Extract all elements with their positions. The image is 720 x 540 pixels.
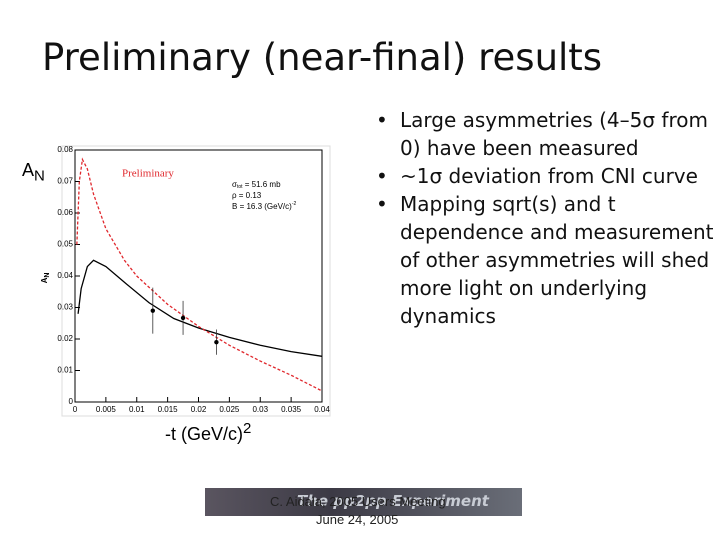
x-tick-label: 0	[73, 405, 78, 414]
curve	[76, 157, 323, 392]
label-sub: N	[44, 273, 51, 278]
y-tick-label: 0.08	[57, 145, 73, 154]
annotation: σtot = 51.6 mb	[232, 180, 281, 190]
y-tick-label: 0.06	[57, 208, 73, 217]
bullet: ~1σ deviation from CNI curve	[376, 162, 715, 190]
bullet: Large asymmetries (4–5σ from 0) have bee…	[376, 106, 715, 162]
x-tick-label: 0.005	[96, 405, 117, 414]
annotation-sub: tot	[237, 184, 243, 190]
x-tick-label: 0.02	[191, 405, 207, 414]
data-point	[214, 339, 219, 345]
footer-author: C. Aidala, 2005 Users Meeting	[270, 494, 446, 509]
label-main: A	[40, 277, 49, 283]
label-sup: 2	[243, 420, 252, 437]
annotation-symbol: σ	[232, 180, 237, 189]
x-tick-label: 0.035	[281, 405, 302, 414]
x-tick-label: 0.01	[129, 405, 145, 414]
axis-label: AN	[40, 273, 51, 284]
data-point	[180, 315, 186, 321]
plot-frame	[61, 145, 331, 417]
annotation-symbol: ρ	[232, 191, 237, 200]
footer-banner: The pp2pp Experiment	[205, 488, 522, 516]
x-tick-label: 0.04	[314, 405, 330, 414]
y-tick-label: 0.03	[57, 303, 73, 312]
y-tick-label: 0.05	[57, 240, 73, 249]
y-tick-label: 0.02	[57, 334, 73, 343]
y-tick-label: 0.07	[57, 177, 73, 186]
legend-text: Preliminary	[122, 168, 174, 180]
annotation-sup: -2	[292, 201, 297, 207]
x-tick-label: 0.025	[219, 405, 240, 414]
annotation-text: = 16.3 (GeV/c)	[237, 202, 292, 211]
slide-title: Preliminary (near-final) results	[42, 36, 603, 79]
annotation: ρ = 0.13	[232, 191, 262, 200]
label-main: A	[22, 160, 35, 180]
data-point	[150, 308, 156, 313]
y-tick-label: 0	[69, 397, 74, 406]
y-tick-label: 0.04	[57, 271, 73, 280]
banner-text: The pp2pp Experiment	[297, 492, 489, 510]
annotation-symbol: B	[232, 202, 237, 211]
annotation: B = 16.3 (GeV/c)-2	[232, 201, 296, 211]
label-main: -t (GeV/c)	[165, 424, 244, 444]
x-tick-label: 0.03	[252, 405, 268, 414]
y-tick-label: 0.01	[57, 366, 73, 375]
x-tick-label: 0.015	[158, 405, 179, 414]
footer-date: June 24, 2005	[316, 512, 399, 527]
bullet: Mapping sqrt(s) and t dependence and mea…	[376, 190, 715, 330]
bullet-list: Large asymmetries (4–5σ from 0) have bee…	[370, 106, 715, 330]
y-axis-label: AN	[22, 160, 45, 185]
label-sub: N	[34, 167, 45, 185]
annotation-text: = 0.13	[237, 191, 262, 200]
annotation-text: = 51.6 mb	[243, 180, 282, 189]
x-axis-label: -t (GeV/c)2	[165, 420, 251, 445]
curve	[77, 259, 323, 357]
